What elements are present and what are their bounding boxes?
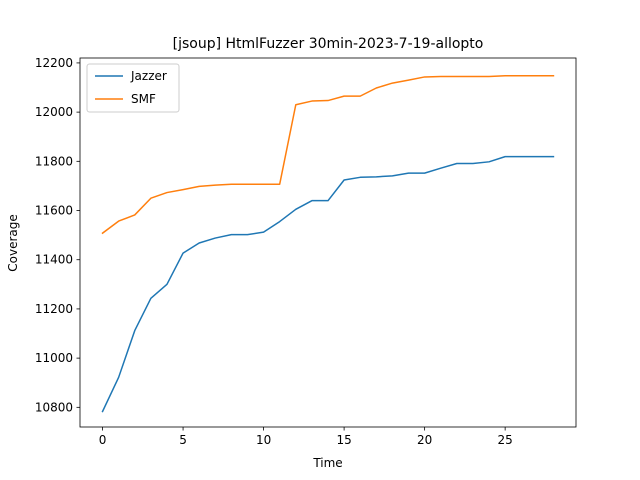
- series-line-jazzer: [101, 155, 555, 413]
- y-tick-label: 12000: [35, 105, 73, 119]
- y-tick-label: 11400: [35, 253, 73, 267]
- x-tick-label: 0: [99, 433, 107, 447]
- y-tick-label: 11600: [35, 204, 73, 218]
- y-tick-label: 11000: [35, 351, 73, 365]
- legend: Jazzer SMF: [86, 63, 180, 113]
- y-tick-label: 11200: [35, 302, 73, 316]
- x-axis-label: Time: [312, 456, 342, 470]
- axes-frame: [79, 57, 577, 428]
- axis-ticks: 0 5 10 15 20 25 10800 11000 11200 11400 11600 11800…: [35, 56, 513, 447]
- plot-area: [79, 57, 577, 428]
- y-tick-label: 10800: [35, 400, 73, 414]
- x-tick-label: 5: [179, 433, 187, 447]
- legend-label: SMF: [131, 92, 156, 106]
- x-tick-label: 10: [256, 433, 271, 447]
- x-tick-label: 20: [417, 433, 432, 447]
- y-axis-label: Coverage: [6, 214, 20, 272]
- legend-label: Jazzer: [130, 69, 167, 83]
- x-tick-label: 25: [498, 433, 513, 447]
- x-tick-label: 15: [336, 433, 351, 447]
- y-tick-label: 11800: [35, 154, 73, 168]
- y-tick-label: 12200: [35, 56, 73, 70]
- chart-title: [jsoup] HtmlFuzzer 30min-2023-7-19-allop…: [173, 36, 484, 52]
- series-line-smf: [101, 74, 555, 235]
